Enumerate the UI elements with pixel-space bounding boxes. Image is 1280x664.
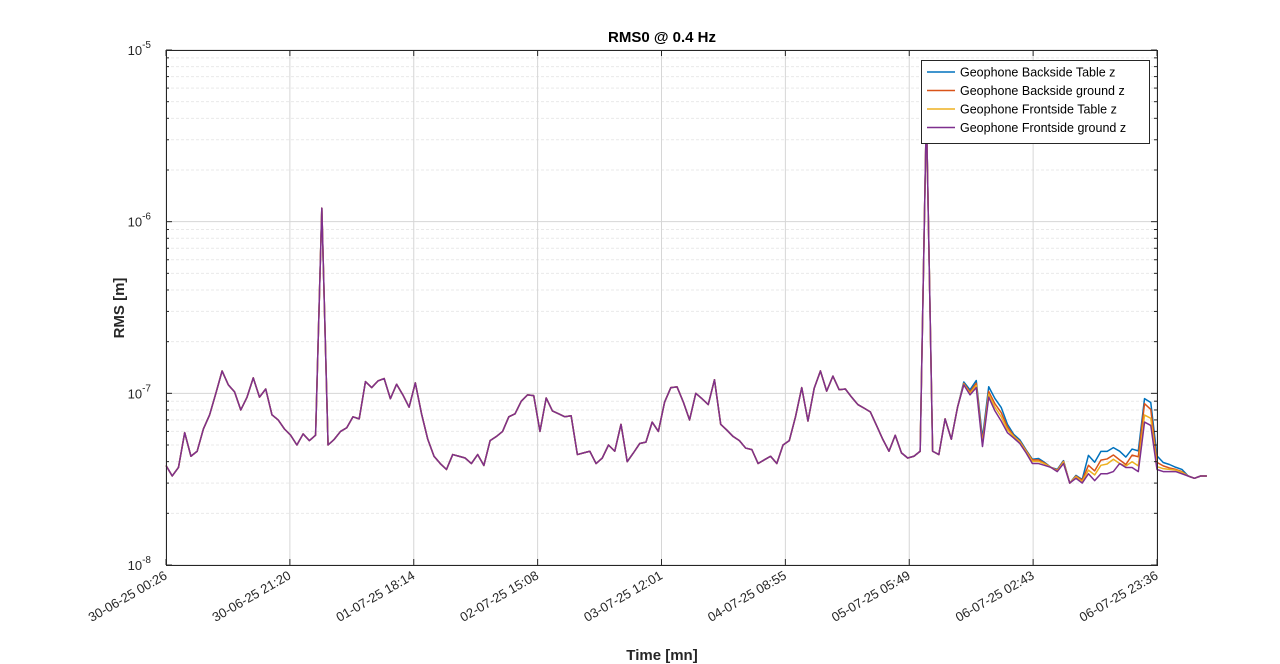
y-tick-label: 10-7 bbox=[128, 383, 152, 401]
legend: Geophone Backside Table z Geophone Backsi… bbox=[921, 60, 1150, 144]
legend-entry: Geophone Backside ground z bbox=[960, 84, 1125, 98]
x-axis-label: Time [mn] bbox=[626, 647, 697, 664]
legend-entry: Geophone Frontside Table z bbox=[960, 103, 1117, 117]
legend-box bbox=[921, 60, 1150, 144]
y-tick-label: 10-6 bbox=[128, 212, 152, 230]
legend-entry: Geophone Backside Table z bbox=[960, 66, 1115, 80]
legend-entry: Geophone Frontside ground z bbox=[960, 121, 1126, 135]
y-axis-label: RMS [m] bbox=[111, 278, 128, 339]
chart-title: RMS0 @ 0.4 Hz bbox=[608, 29, 716, 46]
y-tick-label: 10-5 bbox=[128, 40, 152, 58]
series-lines bbox=[165, 110, 1207, 484]
y-tick-label: 10-8 bbox=[128, 555, 152, 573]
series-line-4 bbox=[165, 110, 1207, 484]
